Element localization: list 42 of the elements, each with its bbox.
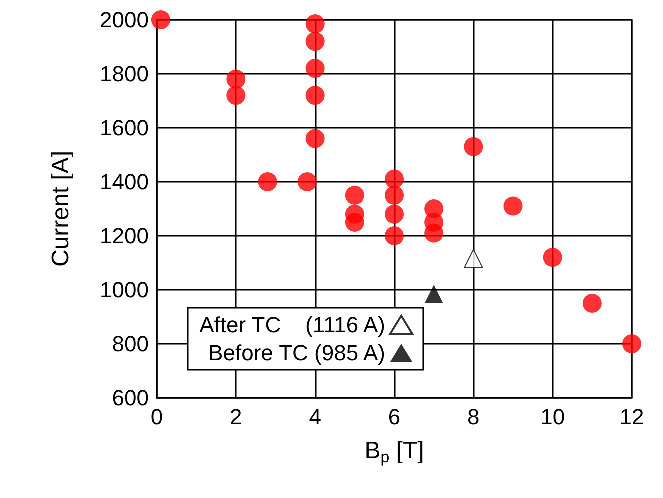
- point: [151, 10, 170, 30]
- point: [464, 137, 484, 156]
- point: [306, 32, 325, 52]
- point: [258, 172, 278, 192]
- x-tick-label: 4: [309, 404, 322, 430]
- point: [504, 196, 523, 216]
- point: [306, 129, 325, 148]
- point: [306, 14, 325, 34]
- point: [543, 248, 562, 268]
- point: [226, 86, 246, 106]
- y-tick-label: 1800: [100, 62, 149, 86]
- x-tick-label: 2: [230, 404, 242, 430]
- legend-label: After TC (1116 A): [200, 312, 386, 338]
- point: [226, 70, 246, 89]
- y-tick-label: 1000: [100, 278, 149, 302]
- y-tick-label: 2000: [100, 8, 149, 32]
- y-tick-label: 600: [112, 386, 149, 410]
- point: [385, 170, 404, 189]
- y-axis-title: Current [A]: [48, 150, 74, 268]
- x-tick-label: 0: [150, 404, 164, 430]
- point: [425, 285, 444, 304]
- point: [385, 204, 404, 224]
- point: [345, 186, 364, 205]
- legend-label: Before TC (985 A): [208, 340, 386, 366]
- point: [345, 213, 364, 232]
- y-tick-label: 1200: [100, 224, 149, 248]
- y-tick-label: 800: [112, 332, 149, 356]
- point: [464, 249, 484, 268]
- point: [622, 334, 642, 354]
- point: [298, 172, 317, 192]
- y-tick-label: 1600: [100, 116, 149, 140]
- point: [385, 186, 404, 205]
- point: [306, 59, 325, 78]
- point: [385, 226, 404, 246]
- x-tick-label: 6: [388, 404, 401, 430]
- x-tick-label: 10: [540, 404, 566, 430]
- y-tick-label: 1400: [100, 170, 149, 194]
- point: [424, 224, 444, 243]
- point: [306, 86, 325, 106]
- x-tick-label: 8: [468, 404, 480, 430]
- point: [582, 294, 602, 313]
- x-tick-label: 12: [620, 404, 644, 430]
